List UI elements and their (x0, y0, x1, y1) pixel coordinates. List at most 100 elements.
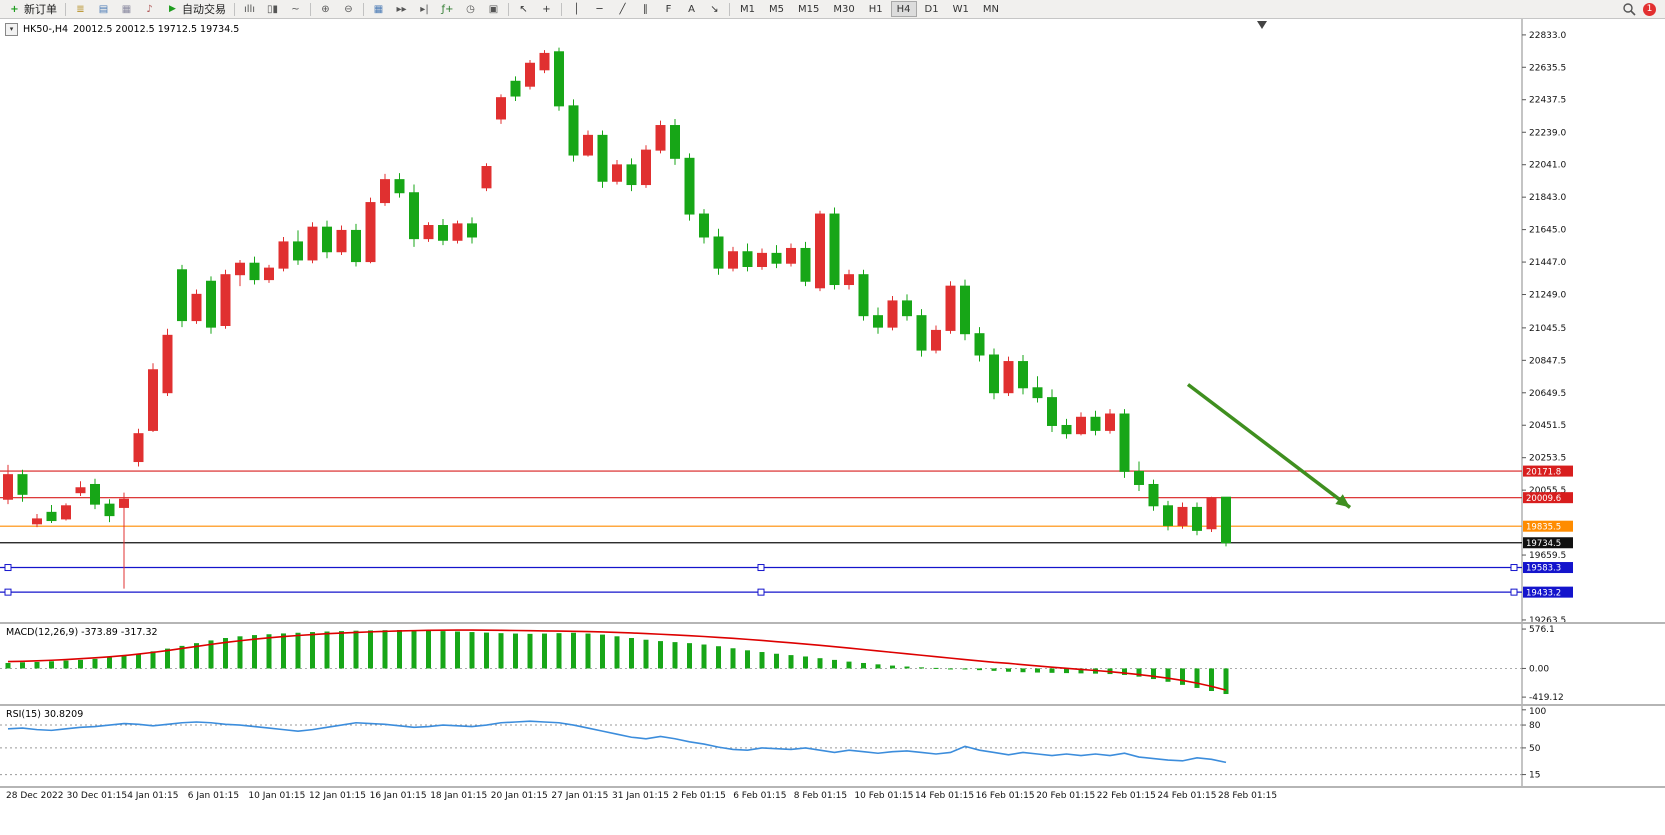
vertical-line-button[interactable]: │ (565, 1, 588, 18)
candle-body (989, 354, 999, 394)
zoom-in-button[interactable]: ⊕ (314, 1, 337, 18)
time-label: 28 Feb 01:15 (1218, 791, 1278, 801)
candlestick-chart-button[interactable]: ▯▮ (261, 1, 284, 18)
rsi-tick-label: 15 (1529, 771, 1540, 781)
fibonacci-button[interactable]: F (657, 1, 680, 18)
price-tag: 20009.6 (1523, 492, 1573, 504)
candle-body (1163, 505, 1173, 526)
search-icon[interactable] (1622, 2, 1636, 16)
templates-button[interactable]: ▣ (482, 1, 505, 18)
timeframe-w1[interactable]: W1 (947, 1, 975, 17)
timeframe-m30[interactable]: M30 (827, 1, 860, 17)
profiles-button[interactable]: ▦ (115, 1, 138, 18)
line-handle[interactable] (757, 564, 765, 572)
new-order-label: 新订单 (24, 3, 57, 16)
macd-label: MACD(12,26,9) -373.89 -317.32 (6, 627, 158, 638)
new-order-button[interactable]: + 新订单 (3, 1, 62, 18)
candle-body (191, 293, 202, 322)
notification-badge[interactable]: 1 (1643, 2, 1656, 16)
candle-body (670, 125, 680, 159)
chart-shift-marker[interactable] (1257, 21, 1267, 29)
timeframe-m1[interactable]: M1 (734, 1, 761, 17)
timeframe-m5[interactable]: M5 (763, 1, 790, 17)
rsi-panel[interactable]: 100 80 50 15 (0, 706, 1665, 786)
main-chart[interactable]: 22833.0 22635.5 22437.5 22239.0 22041.0 21843… (0, 19, 1665, 622)
line-chart-button[interactable]: ~ (284, 1, 307, 18)
timeframe-d1[interactable]: D1 (919, 1, 945, 17)
arrows-button[interactable]: ↘ (703, 1, 726, 18)
candle-body (61, 505, 71, 520)
line-handle[interactable] (4, 588, 12, 596)
candle-body (786, 247, 796, 264)
candle-body (409, 192, 419, 240)
time-label: 6 Jan 01:15 (187, 791, 240, 801)
macd-tick-label: 0.00 (1529, 664, 1549, 674)
time-label: 20 Jan 01:15 (490, 791, 548, 801)
zoom-out-button[interactable]: ⊖ (337, 1, 360, 18)
timeframe-group: M1 M5 M15 M30 H1 H4 D1 W1 MN (733, 1, 1006, 17)
alerts-button[interactable]: ♪ (138, 1, 161, 18)
macd-axis[interactable]: 576.1 0.00 -419.12 (1521, 624, 1564, 704)
time-label: 28 Dec 2022 (6, 791, 64, 801)
autotrade-button[interactable]: ▶ 自动交易 (161, 1, 231, 18)
support-line-blue-1[interactable] (0, 564, 1522, 572)
data-window-button[interactable]: ▤ (92, 1, 115, 18)
time-axis[interactable]: 28 Dec 2022 30 Dec 01:15 4 Jan 01:15 6 Jan … (0, 788, 1665, 804)
crosshair-icon: + (542, 3, 551, 15)
candle-body (278, 241, 289, 269)
price-tick-label: 21843.0 (1529, 193, 1566, 203)
macd-signal-line (7, 629, 1227, 691)
tile-windows-button[interactable]: ▦ (367, 1, 390, 18)
indicators-button[interactable]: ƒ+ (436, 1, 459, 18)
timeframe-mn[interactable]: MN (977, 1, 1005, 17)
cursor-button[interactable]: ↖ (512, 1, 535, 18)
panel-divider[interactable] (0, 622, 1665, 624)
candle-body (713, 236, 724, 269)
trendline-button[interactable]: ╱ (611, 1, 634, 18)
tile-windows-icon: ▦ (373, 3, 384, 15)
macd-panel[interactable]: 576.1 0.00 -419.12 (0, 624, 1665, 704)
crosshair-button[interactable]: + (535, 1, 558, 18)
rsi-axis[interactable]: 100 80 50 15 (1521, 706, 1546, 786)
chart-shift-button[interactable]: ▸| (413, 1, 436, 18)
vertical-line-icon: │ (573, 3, 580, 15)
toolbar-separator (508, 2, 509, 16)
market-watch-button[interactable]: ≣ (69, 1, 92, 18)
trend-arrow[interactable] (1186, 383, 1352, 509)
cursor-icon: ↖ (519, 3, 528, 15)
timeframe-m15[interactable]: M15 (792, 1, 825, 17)
text-button[interactable]: A (680, 1, 703, 18)
candle-body (32, 518, 42, 525)
price-tick-label: 20649.5 (1529, 389, 1566, 399)
line-handle[interactable] (1510, 564, 1518, 572)
bar-chart-button[interactable]: ıllı (238, 1, 261, 18)
periods-button[interactable]: ◷ (459, 1, 482, 18)
support-line-blue-2[interactable] (0, 588, 1522, 596)
candle-body (438, 225, 448, 241)
horizontal-line-button[interactable]: ─ (588, 1, 611, 18)
panel-divider[interactable] (0, 704, 1665, 706)
candle-body (1047, 397, 1057, 426)
time-label: 10 Jan 01:15 (248, 791, 306, 801)
timeframe-h1[interactable]: H1 (863, 1, 889, 17)
price-axis[interactable]: 22833.0 22635.5 22437.5 22239.0 22041.0 21843… (1521, 19, 1566, 622)
candle-body (1105, 413, 1115, 431)
toolbar-separator (363, 2, 364, 16)
channel-button[interactable]: ∥ (634, 1, 657, 18)
candle-body (858, 274, 869, 317)
chart-menu-icon[interactable]: ▾ (5, 23, 18, 36)
line-handle[interactable] (757, 588, 765, 596)
candle-body (902, 300, 912, 317)
line-handle[interactable] (4, 564, 12, 572)
time-label: 27 Jan 01:15 (551, 791, 609, 801)
price-tick-label: 21249.0 (1529, 291, 1566, 301)
candle-body (931, 329, 941, 351)
rsi-line (7, 720, 1227, 764)
price-tag: 19433.2 (1523, 586, 1573, 598)
line-handle[interactable] (1510, 588, 1518, 596)
timeframe-h4[interactable]: H4 (890, 1, 917, 17)
candle-body (612, 164, 622, 182)
panel-divider[interactable] (0, 786, 1665, 788)
candle-body (235, 262, 245, 276)
auto-scroll-button[interactable]: ▸▸ (390, 1, 413, 18)
